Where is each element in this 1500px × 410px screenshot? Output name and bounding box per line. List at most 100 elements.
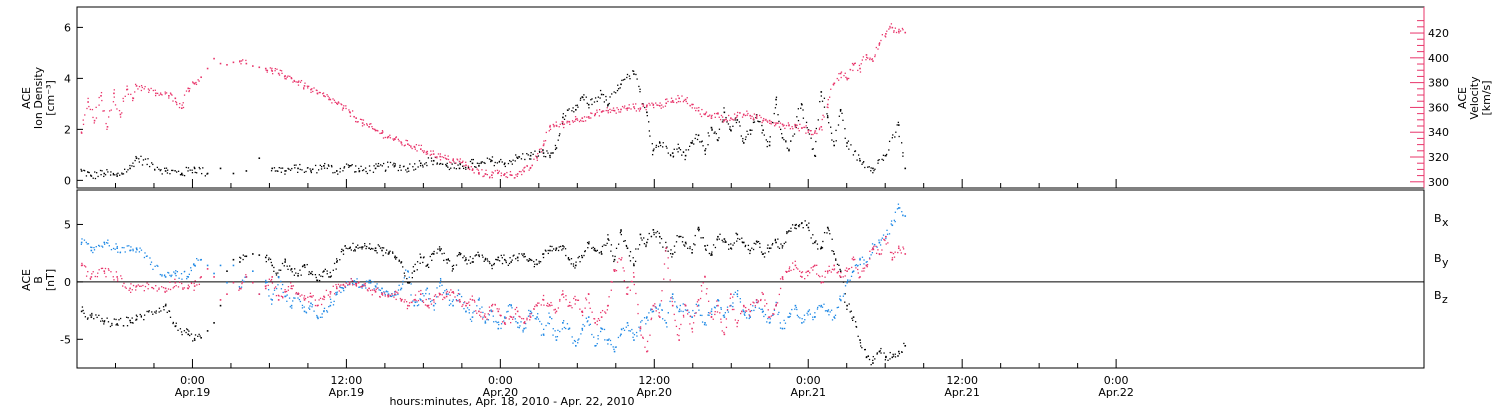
by-point-8 (187, 276, 190, 278)
velocity-dot (357, 121, 359, 123)
bx-point-35 (361, 246, 364, 248)
velocity-dot (430, 150, 432, 152)
bz-point-16 (239, 287, 241, 290)
bx-dot (154, 311, 156, 313)
velocity-dot (898, 28, 900, 31)
by-dot (834, 314, 837, 316)
velocity-dot (796, 124, 798, 126)
bx-dot (645, 244, 647, 246)
bz-dot (446, 290, 448, 293)
bx-dot (605, 244, 607, 247)
by-dot (809, 313, 812, 315)
bz-dot (830, 271, 832, 273)
bx-dot (419, 253, 421, 255)
density-point-17 (310, 170, 312, 172)
bz-dot (740, 312, 742, 315)
by-dot (328, 305, 330, 308)
density-dot (679, 149, 682, 151)
density-dot (175, 171, 178, 173)
density-dot (723, 107, 725, 109)
density-dot (848, 148, 850, 150)
bx-dot (122, 325, 125, 327)
by-dot (679, 308, 681, 310)
by-dot (398, 284, 400, 286)
bz-dot (198, 283, 201, 286)
by-dot (298, 298, 301, 301)
velocity-point-59 (478, 171, 480, 174)
bx-dot (534, 263, 536, 265)
bx-dot (300, 274, 302, 276)
velocity-dot (705, 111, 708, 113)
velocity-dot (87, 97, 89, 100)
bz-dot (756, 302, 758, 304)
bz-dot (705, 293, 708, 295)
by-dot (828, 314, 830, 316)
bx-point-63 (542, 253, 545, 255)
velocity-dot (805, 132, 807, 134)
by-point-119 (904, 215, 907, 217)
velocity-dot (628, 104, 630, 106)
bx-dot (308, 271, 310, 273)
bz-dot (567, 305, 569, 307)
bx-point-9 (193, 339, 196, 341)
bx-dot (766, 247, 769, 249)
velocity-dot (448, 161, 451, 163)
velocity-dot (821, 129, 823, 131)
bx-dot (768, 251, 770, 253)
by-dot (733, 293, 735, 296)
bz-dot (450, 289, 452, 291)
bz-dot (91, 273, 93, 275)
bx-dot (369, 243, 371, 245)
bz-dot (303, 297, 305, 299)
bx-dot (790, 227, 792, 229)
bz-dot (281, 296, 284, 298)
by-dot (760, 308, 762, 311)
velocity-dot (82, 123, 85, 126)
bz-dot (719, 312, 721, 314)
density-dot (94, 177, 97, 180)
bz-dot (138, 285, 141, 287)
velocity-point-36 (329, 98, 332, 101)
density-dot (828, 122, 830, 124)
bz-dot (428, 304, 430, 307)
bx-dot (273, 270, 275, 272)
velocity-dot (561, 120, 563, 123)
velocity-point-108 (794, 126, 797, 128)
velocity-dot (130, 93, 132, 96)
bx-point-11 (206, 330, 209, 332)
velocity-dot (148, 89, 151, 91)
by-dot (132, 248, 134, 250)
bx-dot (716, 239, 718, 241)
bx-dot (469, 256, 471, 258)
by-dot (726, 306, 729, 308)
bx-dot (513, 254, 515, 256)
velocity-dot (91, 108, 94, 111)
velocity-dot (788, 124, 790, 126)
bx-dot (747, 244, 750, 247)
by-point-46 (432, 304, 435, 307)
velocity-dot (93, 122, 95, 124)
bx-dot (732, 244, 734, 246)
bx-dot (381, 247, 383, 249)
density-dot (161, 173, 163, 175)
velocity-dot (425, 151, 427, 153)
density-dot (335, 170, 338, 172)
bz-dot (81, 262, 83, 265)
density-dot (498, 161, 500, 163)
bz-dot (902, 246, 904, 248)
density-dot (496, 162, 499, 164)
by-point-41 (400, 287, 403, 290)
density-point-45 (633, 73, 635, 75)
velocity-dot (898, 32, 900, 34)
by-dot (701, 314, 703, 317)
bz-dot (268, 278, 270, 280)
velocity-dot (444, 154, 446, 157)
by-dot (676, 306, 678, 309)
by-point-106 (820, 304, 823, 307)
by-point-57 (503, 316, 506, 318)
bx-dot (544, 249, 547, 251)
bz-dot (610, 280, 612, 283)
bx-point-45 (426, 264, 429, 267)
bz-dot (361, 286, 363, 288)
density-dot (757, 120, 759, 122)
